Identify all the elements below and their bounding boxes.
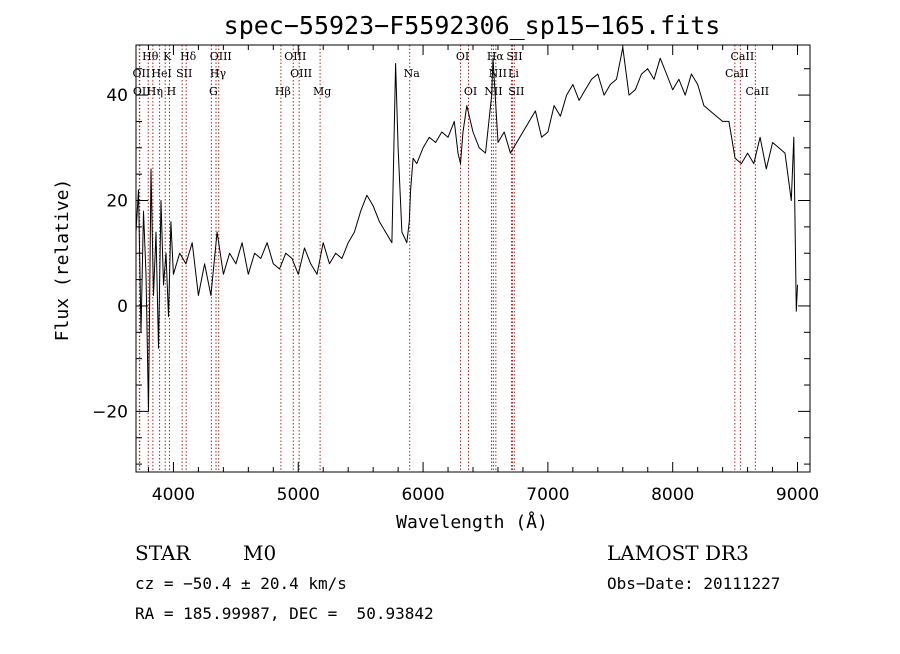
line-label: H [167, 85, 177, 98]
line-label: OIII [290, 67, 312, 80]
x-tick-label: 4000 [152, 485, 195, 505]
star-class: STAR [135, 541, 191, 565]
y-axis-ticks: −20 0 20 40 [92, 68, 810, 465]
x-axis-ticks: 4000 5000 6000 7000 8000 9000 [147, 45, 819, 505]
x-tick-label: 6000 [401, 485, 444, 505]
line-label: CaII [745, 85, 769, 98]
star-subclass: M0 [243, 541, 276, 565]
obs-date: Obs−Date: 20111227 [607, 574, 780, 593]
x-tick-label: 5000 [277, 485, 320, 505]
line-label: NII [484, 85, 502, 98]
y-tick-label: 40 [106, 86, 128, 106]
line-label: Hη [147, 85, 163, 98]
coordinates: RA = 185.99987, DEC = 50.93842 [135, 604, 434, 623]
x-tick-label: 9000 [776, 485, 819, 505]
line-label: Hθ [142, 50, 159, 63]
line-label: Na [404, 67, 421, 80]
line-label: K [163, 50, 172, 63]
x-axis-label: Wavelength (Å) [396, 511, 548, 533]
line-label: Hα [487, 50, 505, 63]
x-tick-label: 8000 [651, 485, 694, 505]
x-tick-label: 7000 [526, 485, 569, 505]
line-label: OI [464, 85, 477, 98]
series-line-flux [135, 47, 798, 412]
y-tick-label: 20 [106, 192, 128, 212]
line-label: OII [133, 67, 151, 80]
line-label: Hγ [210, 67, 227, 80]
line-markers [138, 45, 756, 472]
line-label: SII [176, 67, 192, 80]
line-label: Hδ [180, 50, 197, 63]
line-label: HeI [151, 67, 171, 80]
y-tick-label: −20 [92, 402, 128, 422]
series-group [135, 47, 798, 412]
line-label: OIII [284, 50, 306, 63]
line-label: NII [489, 67, 507, 80]
survey-name: LAMOST DR3 [607, 541, 749, 565]
line-label: CaII [731, 50, 755, 63]
line-label: Hβ [275, 85, 291, 98]
line-label: SII [508, 85, 524, 98]
line-label: Li [508, 67, 519, 80]
chart-title: spec−55923−F5592306_sp15−165.fits [224, 11, 721, 40]
line-label: Mg [313, 85, 331, 98]
line-label: OIII [210, 50, 232, 63]
line-label: G [209, 85, 218, 98]
y-tick-label: 0 [117, 297, 128, 317]
line-label: OI [456, 50, 469, 63]
y-axis-label: Flux (relative) [52, 179, 73, 342]
line-label: SII [506, 50, 522, 63]
redshift-cz: cz = −50.4 ± 20.4 km/s [135, 574, 347, 593]
line-label: CaII [725, 67, 749, 80]
